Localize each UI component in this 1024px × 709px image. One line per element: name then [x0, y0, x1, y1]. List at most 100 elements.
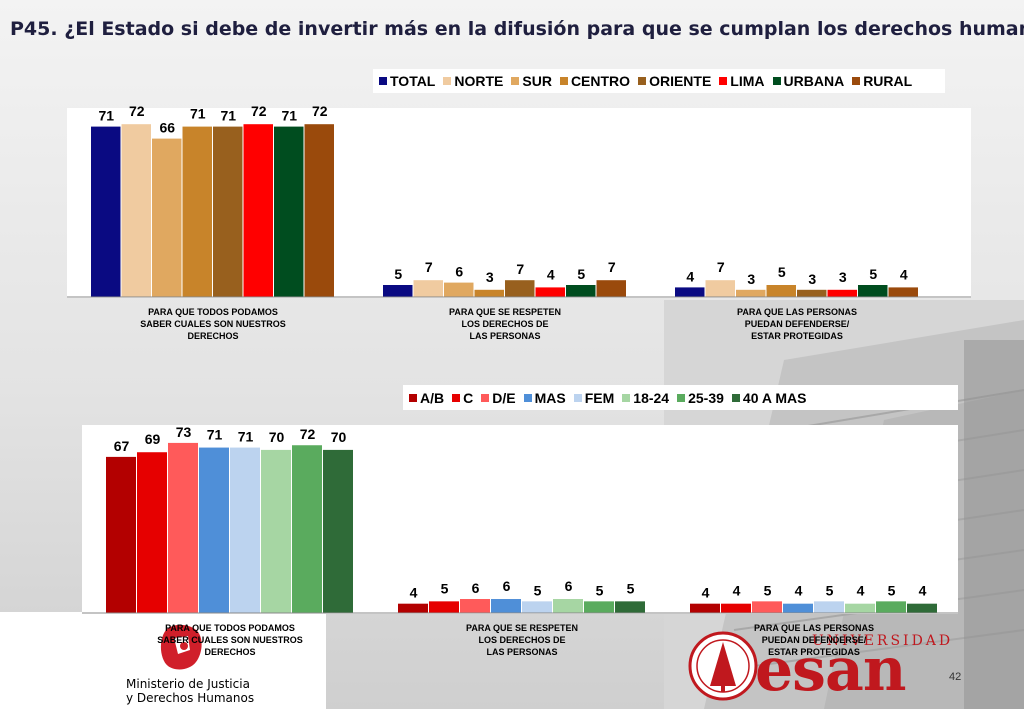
legend-item: CENTRO — [559, 73, 630, 89]
data-label: 5 — [869, 266, 877, 282]
data-label: 5 — [441, 580, 449, 596]
data-label: 5 — [577, 266, 585, 282]
bar — [566, 285, 596, 297]
category-label: ESTAR PROTEGIDAS — [751, 331, 843, 341]
data-label: 4 — [702, 585, 710, 601]
bar — [168, 442, 198, 613]
data-label: 5 — [778, 264, 786, 280]
bar — [584, 601, 614, 613]
page-title: P45. ¿El Estado si debe de invertir más … — [10, 18, 1024, 40]
data-label: 71 — [98, 108, 114, 124]
legend-label: 40 A MAS — [742, 389, 807, 406]
legend-label: 18-24 — [633, 389, 670, 406]
page-number: 42 — [949, 671, 962, 683]
ministry-line-2: y Derechos Humanos — [126, 691, 255, 705]
data-label: 5 — [627, 580, 635, 596]
bar — [491, 599, 521, 613]
bar — [398, 603, 428, 613]
data-label: 72 — [129, 103, 145, 119]
bar — [766, 285, 796, 297]
category-label: PARA QUE LAS PERSONAS — [754, 623, 874, 633]
chart-1-legend: TOTAL NORTE SUR CENTRO ORIENTE LIMA URBANA RURA… — [373, 69, 945, 93]
legend-item: 25-39 — [677, 390, 724, 406]
data-label: 5 — [534, 582, 542, 598]
legend-item: LIMA — [719, 73, 765, 89]
bar — [783, 603, 813, 613]
category-label: PARA QUE TODOS PODAMOS — [148, 307, 278, 317]
bar — [888, 287, 918, 297]
data-label: 72 — [251, 103, 267, 119]
data-label: 5 — [764, 582, 772, 598]
data-label: 4 — [410, 585, 418, 601]
legend-item: ORIENTE — [638, 73, 711, 89]
bar — [535, 287, 565, 297]
data-label: 72 — [312, 103, 328, 119]
bar — [827, 289, 857, 297]
legend-swatch — [638, 77, 647, 85]
bar — [137, 452, 167, 613]
data-label: 6 — [503, 578, 511, 594]
category-label: LAS PERSONAS — [486, 647, 557, 657]
category-label: LAS PERSONAS — [469, 331, 540, 341]
legend-item: RURAL — [852, 73, 912, 89]
bar — [199, 447, 229, 613]
data-label: 73 — [176, 424, 192, 440]
data-label: 5 — [826, 582, 834, 598]
legend-swatch — [719, 77, 728, 85]
data-label: 70 — [269, 429, 285, 445]
bar — [91, 126, 121, 297]
legend-label: SUR — [522, 73, 552, 89]
legend-item: D/E — [481, 389, 516, 406]
bar — [474, 289, 504, 297]
bar — [736, 289, 766, 297]
category-label: PUEDAN DEFENDERSE/ — [762, 635, 867, 645]
esan-seal-icon — [688, 631, 758, 701]
bar — [106, 456, 136, 613]
legend-label: LIMA — [730, 73, 765, 89]
data-label: 6 — [565, 578, 573, 594]
legend-swatch — [852, 77, 861, 85]
data-label: 7 — [516, 261, 524, 277]
category-label: ESTAR PROTEGIDAS — [768, 647, 860, 657]
data-label: 4 — [919, 583, 927, 599]
category-label: SABER CUALES SON NUESTROS — [157, 635, 303, 645]
data-label: 6 — [455, 264, 463, 280]
category-label: PARA QUE TODOS PODAMOS — [165, 623, 295, 633]
bar — [615, 601, 645, 613]
legend-label: FEM — [584, 389, 615, 406]
data-label: 7 — [717, 259, 725, 275]
legend-label: ORIENTE — [649, 73, 712, 89]
ministry-logo-icon — [160, 624, 202, 670]
bar — [596, 280, 626, 297]
legend-swatch — [731, 393, 740, 402]
legend-label: TOTAL — [390, 73, 436, 89]
category-label: DERECHOS — [187, 331, 238, 341]
esan-university-label: UNIVERSIDAD — [812, 633, 954, 649]
bar — [444, 282, 474, 297]
category-label: LOS DERECHOS DE — [461, 319, 548, 329]
legend-item: 40 A MAS — [731, 389, 807, 406]
category-label: PUEDAN DEFENDERSE/ — [745, 319, 850, 329]
legend-item: A/B — [409, 390, 444, 406]
ministry-name: Ministerio de Justicia y Derechos Humano… — [126, 677, 254, 705]
data-label: 3 — [808, 271, 816, 287]
bar — [323, 449, 353, 613]
bar — [243, 124, 273, 297]
legend-swatch — [559, 77, 568, 85]
legend-label: D/E — [492, 389, 516, 406]
legend-label: 25-39 — [688, 389, 724, 406]
data-label: 5 — [394, 266, 402, 282]
bar — [845, 603, 875, 613]
data-label: 72 — [300, 426, 316, 442]
bar — [797, 289, 827, 297]
data-label: 71 — [207, 427, 223, 443]
data-label: 5 — [888, 582, 896, 598]
data-label: 5 — [596, 582, 604, 598]
data-label: 4 — [795, 583, 803, 599]
bar — [292, 445, 322, 613]
data-label: 3 — [747, 271, 755, 287]
bar — [413, 280, 443, 297]
legend-swatch — [443, 77, 452, 85]
legend-item: SUR — [511, 73, 552, 89]
